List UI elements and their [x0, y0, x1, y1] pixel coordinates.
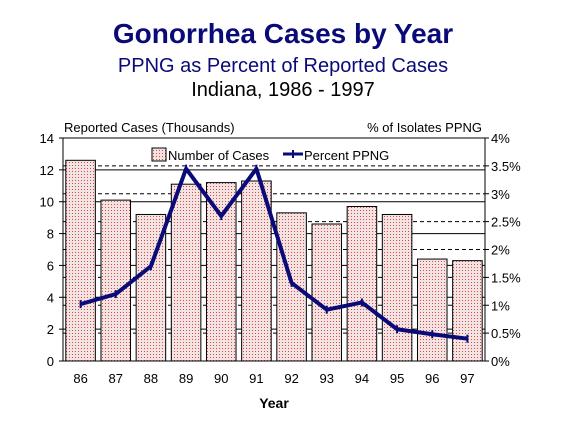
y-right-tick-label: 4%	[491, 131, 510, 146]
bar-cases-86	[65, 159, 96, 362]
legend-label-cases: Number of Cases	[168, 148, 270, 163]
y-right-tick-label: 3%	[491, 187, 510, 202]
legend-background	[282, 147, 400, 163]
y-left-tick-label: 4	[47, 290, 54, 305]
bar-cases-96	[416, 258, 448, 362]
y-right-tick-label: 0.5%	[491, 326, 521, 341]
bar-cases-93	[311, 223, 343, 362]
y-right-tick-label: 2.5%	[491, 215, 521, 230]
x-tick-label-97: 97	[460, 371, 474, 386]
legend-label-ppng: Percent PPNG	[304, 148, 389, 163]
bar-cases-91	[241, 180, 272, 362]
x-tick-label-87: 87	[109, 371, 123, 386]
x-tick-label-89: 89	[179, 371, 193, 386]
y-left-tick-label: 12	[40, 163, 54, 178]
legend-swatch-cases	[151, 147, 167, 162]
y-left-tick-label: 6	[47, 258, 54, 273]
y-right-tick-label: 0%	[491, 354, 510, 369]
chart-subtitle-region: Indiana, 1986 - 1997	[191, 79, 375, 101]
y-right-tick-label: 1%	[491, 298, 510, 313]
y-left-tick-label: 14	[40, 131, 54, 146]
x-tick-label-92: 92	[284, 371, 298, 386]
x-tick-label-95: 95	[390, 371, 404, 386]
legend: Number of Cases Percent PPNG	[150, 147, 400, 163]
chart-title: Gonorrhea Cases by Year	[112, 18, 454, 49]
y-right-tick-label: 1.5%	[491, 270, 521, 285]
x-tick-label-91: 91	[249, 371, 263, 386]
bar-cases-87	[100, 199, 132, 362]
x-tick-label-86: 86	[73, 371, 87, 386]
x-tick-label-88: 88	[144, 371, 158, 386]
x-tick-label-90: 90	[214, 371, 228, 386]
bar-cases-90	[205, 182, 237, 362]
y-right-tick-label: 2%	[491, 243, 510, 258]
bar-cases-89	[170, 183, 202, 362]
y-left-tick-label: 0	[47, 354, 54, 369]
legend-background	[150, 147, 300, 163]
chart-subtitle: PPNG as Percent of Reported Cases	[117, 55, 449, 77]
x-tick-label-93: 93	[320, 371, 334, 386]
y-left-tick-label: 10	[40, 195, 54, 210]
bar-cases-94	[346, 205, 378, 362]
y-left-tick-label: 8	[47, 227, 54, 242]
bar-cases-95	[381, 213, 413, 362]
y-left-axis-title: Reported Cases (Thousands)	[64, 120, 235, 135]
x-tick-label-96: 96	[425, 371, 439, 386]
x-tick-label-94: 94	[355, 371, 369, 386]
bar-cases-97	[452, 260, 483, 362]
x-axis-title: Year	[259, 395, 289, 411]
y-right-tick-label: 3.5%	[491, 159, 521, 174]
line-percent-ppng	[80, 166, 468, 341]
y-left-tick-label: 2	[47, 322, 54, 337]
y-right-axis-title: % of Isolates PPNG	[367, 120, 482, 135]
